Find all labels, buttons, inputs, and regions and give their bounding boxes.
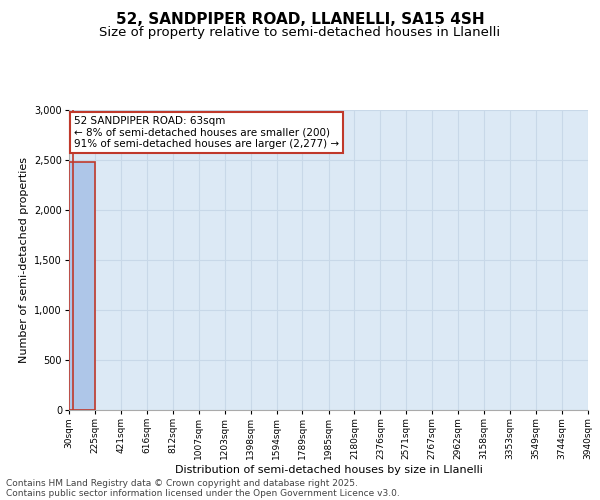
Text: Contains public sector information licensed under the Open Government Licence v3: Contains public sector information licen…: [6, 488, 400, 498]
Y-axis label: Number of semi-detached properties: Number of semi-detached properties: [19, 157, 29, 363]
Text: 52, SANDPIPER ROAD, LLANELLI, SA15 4SH: 52, SANDPIPER ROAD, LLANELLI, SA15 4SH: [116, 12, 484, 28]
Text: Size of property relative to semi-detached houses in Llanelli: Size of property relative to semi-detach…: [100, 26, 500, 39]
Text: Contains HM Land Registry data © Crown copyright and database right 2025.: Contains HM Land Registry data © Crown c…: [6, 478, 358, 488]
Bar: [69, 162, 95, 410]
X-axis label: Distribution of semi-detached houses by size in Llanelli: Distribution of semi-detached houses by …: [175, 464, 482, 474]
Text: 52 SANDPIPER ROAD: 63sqm
← 8% of semi-detached houses are smaller (200)
91% of s: 52 SANDPIPER ROAD: 63sqm ← 8% of semi-de…: [74, 116, 340, 149]
